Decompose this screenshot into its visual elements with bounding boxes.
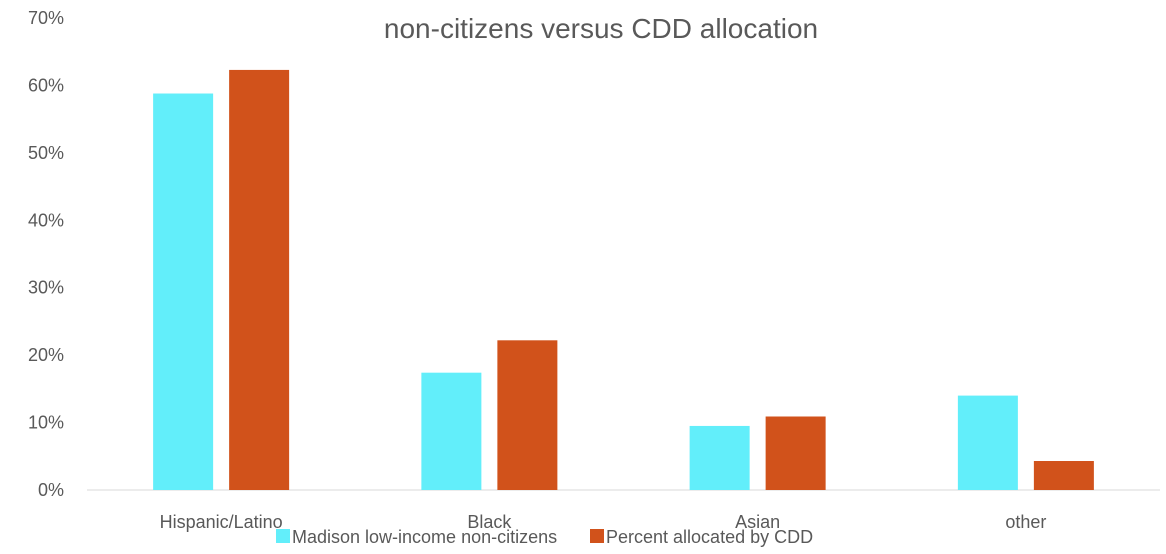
bar-series-2 (1033, 461, 1094, 490)
legend-swatch (276, 529, 290, 543)
x-category-label: other (1005, 512, 1046, 532)
chart-title: non-citizens versus CDD allocation (384, 13, 818, 44)
bar-series-1 (957, 395, 1018, 490)
y-tick-label: 40% (28, 210, 64, 230)
bar-series-1 (689, 425, 750, 490)
bar-series-2 (229, 69, 290, 491)
y-axis: 0% 10% 20% 30% 40% 50% 60% 70% (28, 8, 64, 500)
y-tick-label: 60% (28, 75, 64, 95)
bar-series-1 (153, 93, 214, 491)
x-category-label: Asian (735, 512, 780, 532)
x-axis: Hispanic/Latino Black Asian other (160, 512, 1047, 532)
y-tick-label: 70% (28, 8, 64, 28)
y-tick-label: 0% (38, 480, 64, 500)
bar-series-2 (765, 416, 826, 490)
legend-label: Madison low-income non-citizens (292, 527, 557, 547)
bars-group (153, 69, 1094, 491)
y-tick-label: 50% (28, 143, 64, 163)
bar-series-2 (497, 340, 558, 490)
x-category-label: Hispanic/Latino (160, 512, 283, 532)
bar-series-1 (421, 372, 482, 490)
y-tick-label: 10% (28, 413, 64, 433)
legend-label: Percent allocated by CDD (606, 527, 813, 547)
legend: Madison low-income non-citizens Percent a… (276, 527, 813, 547)
x-category-label: Black (467, 512, 512, 532)
legend-swatch (590, 529, 604, 543)
y-tick-label: 30% (28, 278, 64, 298)
y-tick-label: 20% (28, 345, 64, 365)
